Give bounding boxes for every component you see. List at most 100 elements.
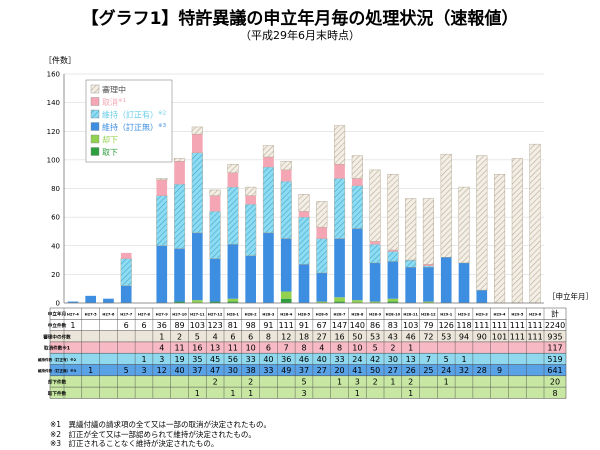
table-row-bg-7	[50, 387, 566, 399]
table-cell-2-9: 6	[230, 332, 235, 341]
bar-segment-H28-5-審理中	[298, 194, 310, 212]
table-cell-3-9: 11	[228, 344, 238, 353]
table-cell-0-5: H27-9	[156, 312, 169, 316]
y-axis-label: ［件数］	[44, 55, 76, 65]
bar-segment-H28-10-取下	[387, 301, 399, 303]
table-cell-5-21: 24	[441, 366, 451, 375]
bar-segment-H28-4-却下	[280, 291, 292, 299]
table-cell-2-22: 94	[459, 332, 469, 341]
table-cell-3-10: 10	[246, 344, 256, 353]
table-cell-4-18: 30	[388, 355, 398, 364]
bar-segment-H28-6-維持（訂正無）	[316, 272, 328, 302]
table-cell-4-13: 46	[299, 355, 309, 364]
table-cell-0-9: H28-1	[227, 312, 240, 316]
table-row-bg-2	[50, 330, 566, 342]
table-cell-0-1: H27-5	[85, 312, 98, 316]
table-cell-5-19: 26	[406, 366, 416, 375]
table-cell-2-26: 111	[527, 332, 542, 341]
legend-note-2: ※2	[158, 111, 166, 117]
bar-segment-H28-1-審理中	[227, 163, 239, 173]
table-cell-0-8: H27-12	[208, 312, 223, 316]
bar-segment-H28-9-維持（訂正無）	[369, 262, 381, 302]
table-cell-1-3: 6	[124, 321, 129, 330]
table-cell-3-17: 5	[373, 344, 378, 353]
legend-swatch-2	[90, 109, 100, 119]
legend-swatch-4	[90, 134, 100, 144]
bar-segment-H28-1-取消	[227, 172, 239, 188]
table-cell-3-7: 16	[192, 344, 202, 353]
table-cell-7-16: 1	[355, 389, 360, 398]
table-cell-0-7: H27-11	[190, 312, 205, 316]
table-cell-4-9: 56	[228, 355, 238, 364]
footnote-2: ※2 訂正が全て又は一部認められて維持が決定されたもの。	[50, 429, 256, 439]
table-cell-0-17: H28-9	[369, 312, 382, 316]
bar-segment-H28-12-維持（訂正有）	[422, 265, 434, 268]
table-cell-1-23: 111	[474, 321, 489, 330]
bar-segment-H28-6-取消	[316, 227, 328, 239]
table-row-bg-0	[50, 308, 566, 320]
bar-segment-H27-5-維持（訂正無）	[85, 295, 96, 303]
table-cell-2-10: 6	[248, 332, 253, 341]
table-cell-3-12: 7	[284, 344, 289, 353]
table-cell-3-6: 11	[174, 344, 184, 353]
bar-segment-H27-6-維持（訂正無）	[103, 298, 114, 303]
bar-segment-H27-10-取下	[174, 301, 185, 303]
table-cell-2-12: 12	[281, 332, 291, 341]
x-axis-label: ［申立年月］	[548, 291, 593, 301]
table-row-label-4: 維持件数（訂正有）※2	[38, 357, 77, 362]
bar-segment-H28-10-維持（訂正有）	[387, 251, 399, 262]
legend-label-1: 取消※1	[102, 97, 126, 107]
table-cell-4-16: 24	[352, 355, 362, 364]
bar-segment-H28-12-維持（訂正無）	[423, 267, 434, 302]
table-cell-2-14: 27	[317, 332, 327, 341]
table-cell-7-19: 1	[408, 389, 413, 398]
table-cell-0-18: H28-10	[386, 312, 401, 316]
bar-segment-H28-7-審理中	[334, 125, 346, 165]
legend-note-1: ※1	[118, 98, 126, 104]
bar-segment-H28-3-審理中	[262, 145, 274, 158]
bar-segment-H29-3-審理中	[476, 155, 488, 291]
table-cell-2-5: 1	[159, 332, 164, 341]
table-cell-2-8: 4	[213, 332, 218, 341]
bar-segment-H28-1-却下	[227, 298, 239, 302]
table-cell-1-26: 111	[527, 321, 542, 330]
table-cell-4-11: 40	[263, 355, 273, 364]
table-cell-5-23: 28	[477, 366, 487, 375]
bar-segment-H28-8-取消	[352, 178, 363, 186]
table-row-label-0: 申立年月	[48, 311, 66, 318]
bar-segment-H28-1-維持（訂正無）	[227, 244, 239, 299]
table-row-label-1: 申立件数	[48, 322, 67, 329]
table-cell-4-21: 5	[444, 355, 449, 364]
table-cell-0-23: H29-3	[476, 312, 489, 316]
table-cell-3-11: 6	[266, 344, 271, 353]
table-cell-6-21: 1	[444, 377, 449, 386]
table-cell-7-10: 1	[248, 389, 253, 398]
table-cell-1-17: 86	[370, 321, 380, 330]
table-row-label-5: 維持件数（訂正無）※3	[38, 368, 77, 373]
table-cell-2-16: 50	[352, 332, 362, 341]
table-cell-5-22: 32	[459, 366, 469, 375]
table-cell-4-5: 3	[159, 355, 164, 364]
bar-segment-H28-11-審理中	[405, 198, 417, 261]
table-cell-2-15: 16	[334, 332, 344, 341]
table-cell-0-25: H29-5	[511, 312, 524, 316]
table-total-1: 2240	[545, 321, 565, 330]
bar-segment-H28-8-維持（訂正無）	[352, 228, 363, 301]
table-cell-0-15: H28-7	[334, 312, 347, 316]
table-cell-2-17: 53	[370, 332, 380, 341]
bar-segment-H28-8-維持（訂正有）	[351, 185, 363, 229]
bar-segment-H28-5-取消	[298, 211, 310, 218]
bar-segment-H28-11-維持（訂正無）	[405, 267, 416, 303]
table-cell-1-18: 83	[388, 321, 398, 330]
table-cell-5-18: 27	[388, 366, 398, 375]
bar-segment-H28-8-審理中	[351, 155, 363, 179]
table-cell-1-0: 1	[70, 321, 75, 330]
table-cell-6-8: 2	[213, 377, 218, 386]
table-cell-3-14: 4	[319, 344, 324, 353]
bar-segment-H27-12-維持（訂正無）	[209, 258, 221, 302]
table-cell-1-9: 81	[228, 321, 238, 330]
table-cell-1-10: 98	[246, 321, 256, 330]
bar-segment-H28-1-取下	[227, 301, 239, 303]
footnotes: ※1 異議付議の請求項の全て又は一部の取消が決定されたもの。 ※2 訂正が全て又…	[50, 420, 271, 449]
table-cell-2-7: 5	[195, 332, 200, 341]
